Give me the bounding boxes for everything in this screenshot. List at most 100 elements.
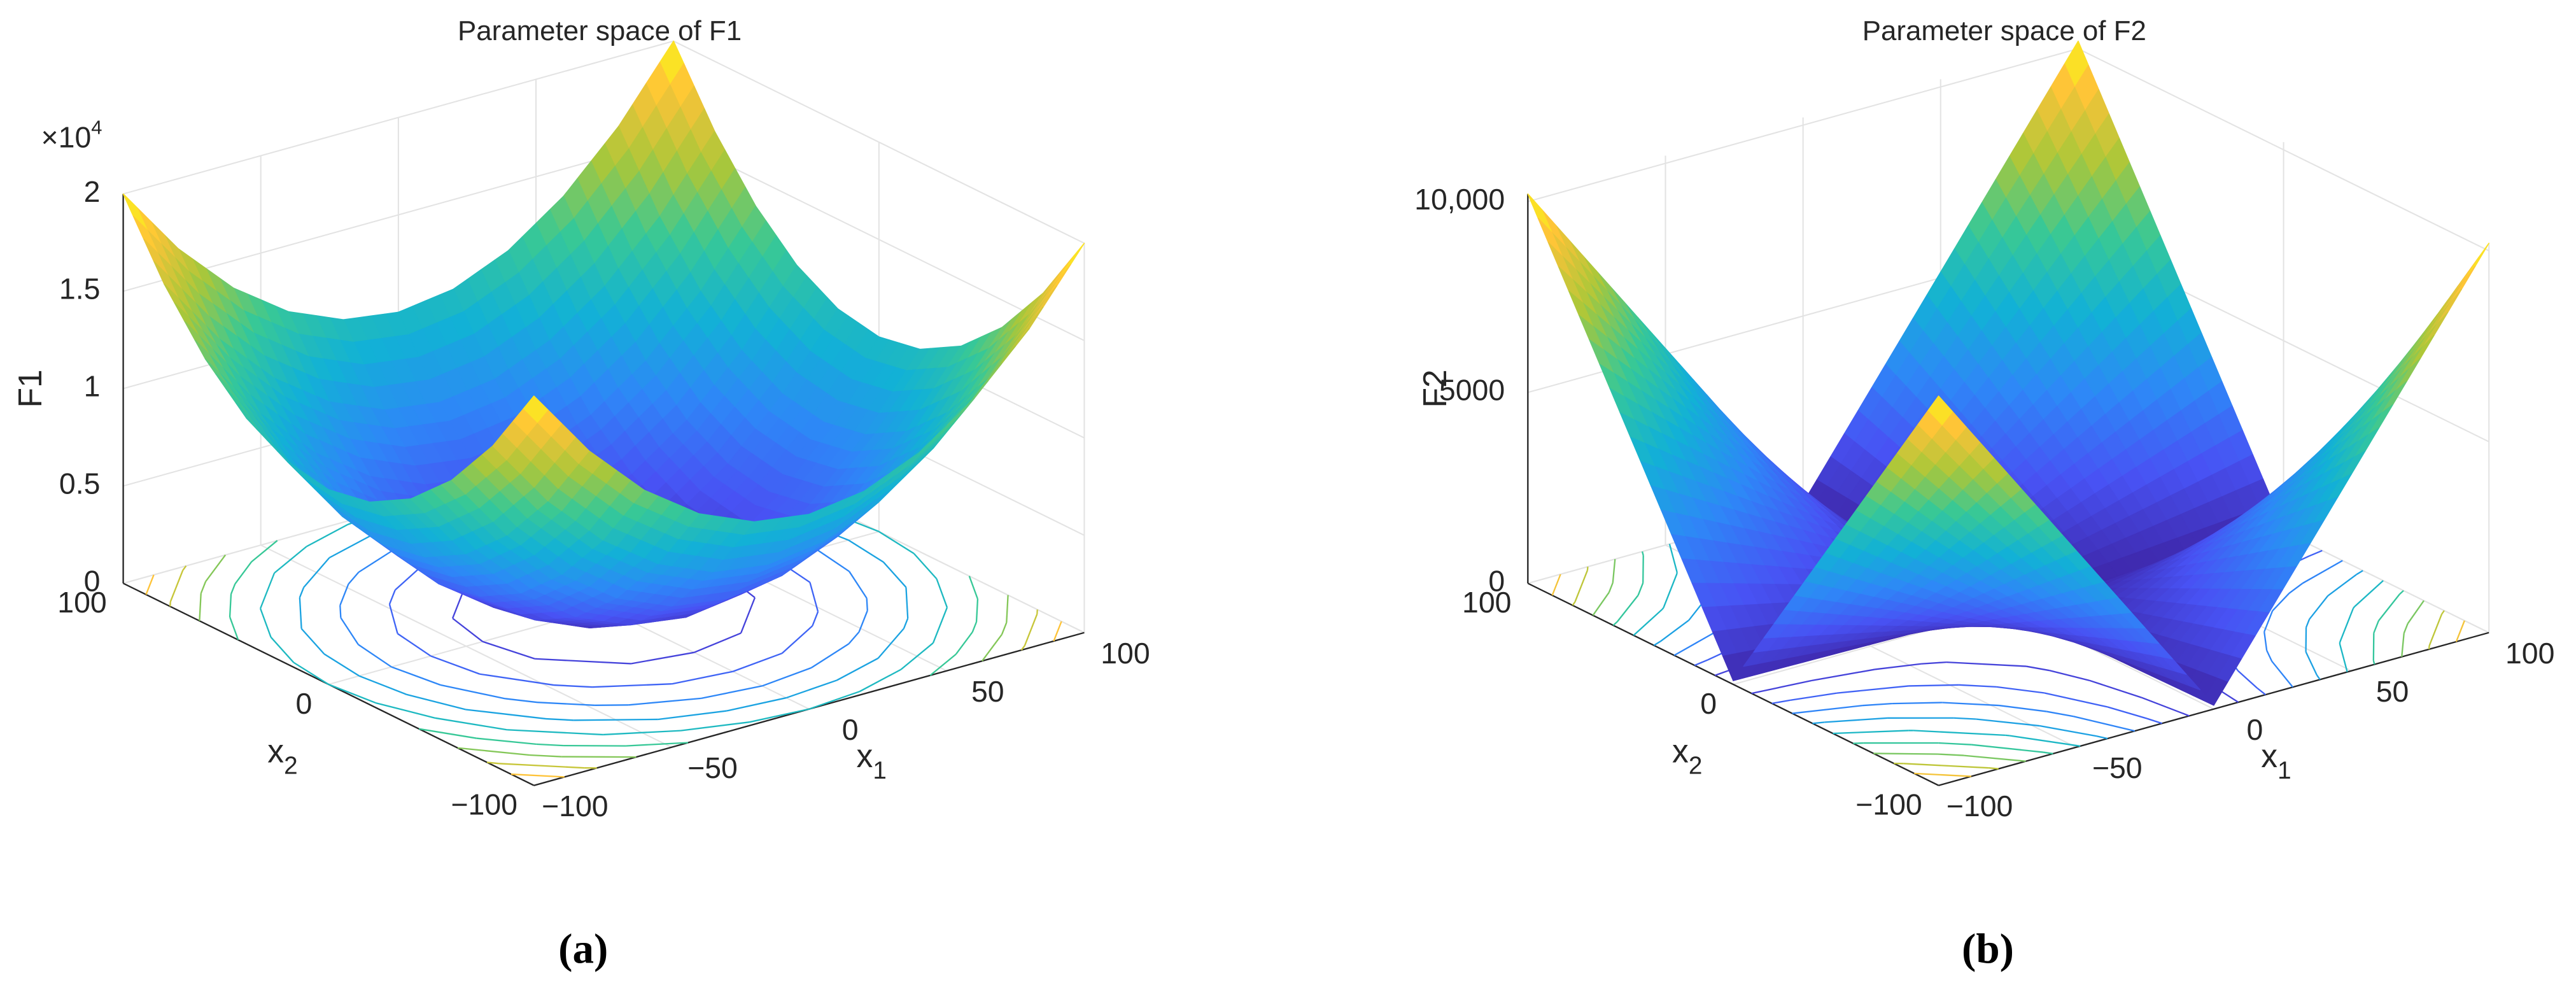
- surface-patch: [2451, 265, 2476, 302]
- contour-line: [882, 561, 907, 588]
- y-axis-label: x2: [267, 732, 297, 779]
- x-tick-label: 50: [2376, 675, 2409, 708]
- z-axis-label: F1: [11, 369, 48, 407]
- contour-line: [929, 653, 957, 676]
- z-tick-label: 1: [84, 370, 101, 403]
- contour-line: [2308, 549, 2323, 557]
- contour-line: [2441, 610, 2445, 615]
- chart-title: Parameter space of F1: [458, 15, 742, 46]
- contour-line: [1942, 702, 1999, 707]
- contour-line: [848, 570, 868, 599]
- contour-line: [2271, 660, 2293, 688]
- contour-line: [229, 616, 239, 640]
- contour-line: [1001, 622, 1008, 635]
- y-axis-label-text: x: [267, 732, 284, 769]
- contour-line: [1824, 717, 1888, 723]
- x-axis-label-subscript: 1: [873, 757, 887, 784]
- contour-line: [628, 697, 701, 706]
- z-tick-label: 1.5: [59, 272, 101, 306]
- contour-line: [1612, 621, 1618, 626]
- contour-line: [234, 561, 253, 584]
- chart-title: Parameter space of F2: [1862, 15, 2146, 46]
- contour-line: [545, 718, 574, 721]
- y-axis-label: x2: [1672, 732, 1702, 779]
- contour-line: [1574, 570, 1589, 602]
- contour-line: [1608, 582, 1614, 593]
- contour-line: [1862, 702, 1892, 707]
- contour-line: [293, 661, 329, 685]
- contour-line: [2237, 670, 2258, 689]
- grid-line: [2078, 48, 2489, 251]
- contour-line: [435, 717, 507, 731]
- contour-line: [1976, 718, 2040, 727]
- contour-line: [1937, 753, 1964, 756]
- contour-line: [955, 632, 973, 655]
- z-tick-label: 0: [1488, 565, 1505, 598]
- contour-line: [2403, 623, 2409, 633]
- contour-line: [1663, 573, 1678, 608]
- contour-line: [2305, 651, 2318, 675]
- contour-line: [785, 679, 837, 699]
- contour-line: [229, 594, 232, 618]
- contour-line: [251, 540, 278, 563]
- contour-line: [200, 581, 207, 594]
- contour-line: [1633, 609, 1663, 636]
- contour-line: [1637, 583, 1644, 596]
- contour-line: [274, 546, 307, 574]
- contour-line: [482, 640, 535, 660]
- y-axis-label-subscript: 2: [1689, 752, 1703, 779]
- axis-line: [1938, 632, 2489, 786]
- contour-line: [1836, 685, 1909, 694]
- contour-line: [199, 593, 202, 621]
- x-axis-label-text: x: [857, 737, 873, 774]
- contour-line: [680, 721, 750, 732]
- grid-line: [123, 40, 674, 195]
- contour-line: [2073, 716, 2136, 732]
- contour-line: [1616, 595, 1639, 623]
- contour-line: [328, 535, 371, 559]
- contour-line: [230, 583, 236, 595]
- contour-line: [1053, 621, 1062, 642]
- contour-line: [529, 754, 562, 758]
- contour-line: [2455, 620, 2465, 642]
- contour-line: [397, 633, 432, 657]
- contour-line: [270, 637, 295, 663]
- surface-patch: [523, 395, 549, 423]
- contour-line: [1875, 663, 1922, 670]
- contour-line: [339, 605, 342, 618]
- contour-line: [658, 710, 727, 721]
- contour-line: [878, 530, 915, 555]
- y-tick-label: 0: [296, 687, 313, 720]
- surface-patch: [1927, 395, 1953, 425]
- contour-line: [2039, 725, 2097, 737]
- contour-line: [2378, 593, 2400, 621]
- contour-line: [1551, 574, 1561, 596]
- contour-line: [2049, 669, 2090, 681]
- contour-line: [913, 553, 938, 579]
- contour-line: [1873, 753, 1938, 755]
- contour-line: [1661, 607, 1665, 610]
- contour-line: [936, 578, 948, 608]
- contour-line: [169, 570, 184, 602]
- grid-line: [123, 138, 674, 292]
- contour-line: [388, 590, 396, 605]
- contour-line: [358, 644, 392, 668]
- contour-line: [1920, 661, 1946, 665]
- contour-line: [2316, 674, 2321, 681]
- contour-line: [553, 684, 593, 688]
- contour-line: [2288, 583, 2304, 594]
- contour-line: [1592, 591, 1610, 616]
- x-tick-label: 0: [842, 713, 859, 746]
- contour-line: [809, 582, 819, 612]
- contour-line: [2107, 706, 2148, 719]
- contour-line: [1908, 684, 1959, 687]
- surface-patch: [2437, 288, 2462, 325]
- grid-line: [1528, 48, 2079, 202]
- contour-line: [2043, 751, 2053, 754]
- contour-line: [2401, 633, 2405, 657]
- contour-line: [903, 618, 909, 629]
- contour-line: [761, 667, 812, 687]
- contour-line: [2025, 665, 2050, 672]
- contour-line: [2096, 735, 2108, 740]
